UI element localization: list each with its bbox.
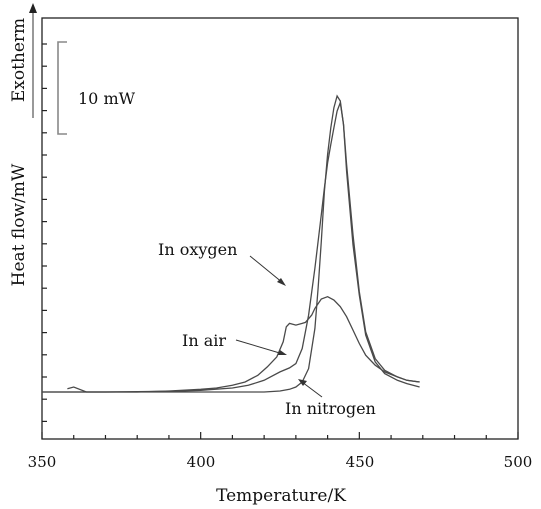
exotherm-label: Exotherm <box>9 18 29 102</box>
x-tick-label-400: 400 <box>187 453 216 471</box>
x-axis-label: Temperature/K <box>216 486 346 506</box>
x-tick-label-500: 500 <box>504 453 533 471</box>
x-tick-label-350: 350 <box>28 453 57 471</box>
axis-ticks <box>41 43 519 439</box>
leader-oxygen <box>249 255 284 284</box>
series-label-oxygen: In oxygen <box>158 240 237 259</box>
leader-nitrogen <box>301 381 323 398</box>
x-tick-label-450: 450 <box>346 453 375 471</box>
series-label-air: In air <box>182 331 226 350</box>
leader-oxygen-arrowhead <box>277 278 286 286</box>
series-label-nitrogen: In nitrogen <box>285 399 376 418</box>
series-line-in-nitrogen <box>42 94 420 393</box>
leader-nitrogen-arrowhead <box>298 379 307 386</box>
exotherm-arrow-icon <box>29 3 37 13</box>
leader-air-arrowhead <box>278 350 287 355</box>
y-axis-label: Heat flow/mW <box>9 163 29 286</box>
series-line-in-oxygen <box>67 295 420 393</box>
leader-air <box>235 339 284 355</box>
scale-bar-label: 10 mW <box>78 89 136 108</box>
plot-area <box>41 17 519 440</box>
scale-bar <box>57 41 67 135</box>
series-curves <box>42 94 420 393</box>
plot-frame <box>41 17 519 440</box>
